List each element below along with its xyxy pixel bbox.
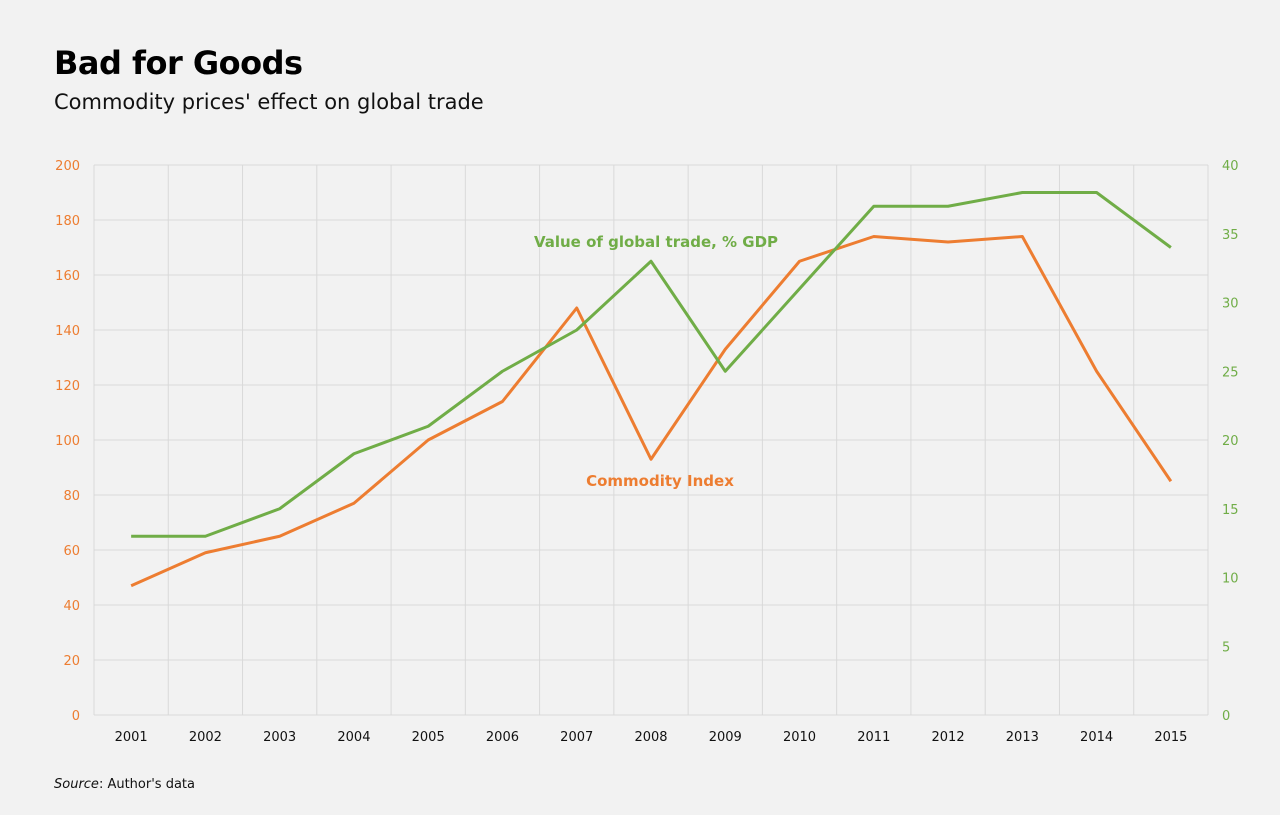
series-label-commodity-index: Commodity Index xyxy=(586,472,734,490)
y-left-tick-label: 160 xyxy=(55,269,80,284)
series-line-left xyxy=(130,235,1173,588)
y-left-tick-label: 120 xyxy=(55,379,80,394)
x-tick-label: 2013 xyxy=(1006,730,1039,745)
x-tick-label: 2009 xyxy=(709,730,742,745)
x-tick-label: 2005 xyxy=(412,730,445,745)
series-line-right xyxy=(131,191,1172,538)
x-tick-label: 2011 xyxy=(857,730,890,745)
y-right-tick-label: 10 xyxy=(1222,572,1239,587)
y-left-tick-label: 20 xyxy=(63,654,80,669)
x-tick-label: 2003 xyxy=(263,730,296,745)
y-left-tick-label: 40 xyxy=(63,599,80,614)
x-tick-label: 2004 xyxy=(337,730,370,745)
y-right-tick-label: 40 xyxy=(1222,159,1239,174)
x-tick-label: 2012 xyxy=(932,730,965,745)
y-left-tick-label: 0 xyxy=(72,709,80,724)
y-left-tick-label: 140 xyxy=(55,324,80,339)
x-tick-label: 2007 xyxy=(560,730,593,745)
chart-subtitle: Commodity prices' effect on global trade xyxy=(54,90,484,114)
series-label-global-trade: Value of global trade, % GDP xyxy=(534,233,778,251)
y-right-tick-label: 0 xyxy=(1222,709,1230,724)
x-tick-label: 2006 xyxy=(486,730,519,745)
source-note: Source: Author's data xyxy=(54,777,195,792)
y-left-tick-label: 100 xyxy=(55,434,80,449)
y-right-tick-label: 35 xyxy=(1222,228,1239,243)
x-tick-label: 2002 xyxy=(189,730,222,745)
y-left-tick-label: 180 xyxy=(55,214,80,229)
x-tick-label: 2014 xyxy=(1080,730,1113,745)
source-text: : Author's data xyxy=(98,777,195,792)
y-left-tick-label: 80 xyxy=(63,489,80,504)
x-tick-label: 2008 xyxy=(634,730,667,745)
source-label: Source xyxy=(54,777,99,792)
x-tick-label: 2010 xyxy=(783,730,816,745)
y-right-tick-label: 15 xyxy=(1222,503,1239,518)
x-tick-label: 2015 xyxy=(1154,730,1187,745)
y-right-tick-label: 25 xyxy=(1222,365,1239,380)
y-left-tick-label: 200 xyxy=(55,159,80,174)
chart-title: Bad for Goods xyxy=(54,44,303,82)
y-right-tick-label: 30 xyxy=(1222,297,1239,312)
y-left-tick-label: 60 xyxy=(63,544,80,559)
y-right-tick-label: 20 xyxy=(1222,434,1239,449)
x-tick-label: 2001 xyxy=(115,730,148,745)
y-right-tick-label: 5 xyxy=(1222,640,1230,655)
